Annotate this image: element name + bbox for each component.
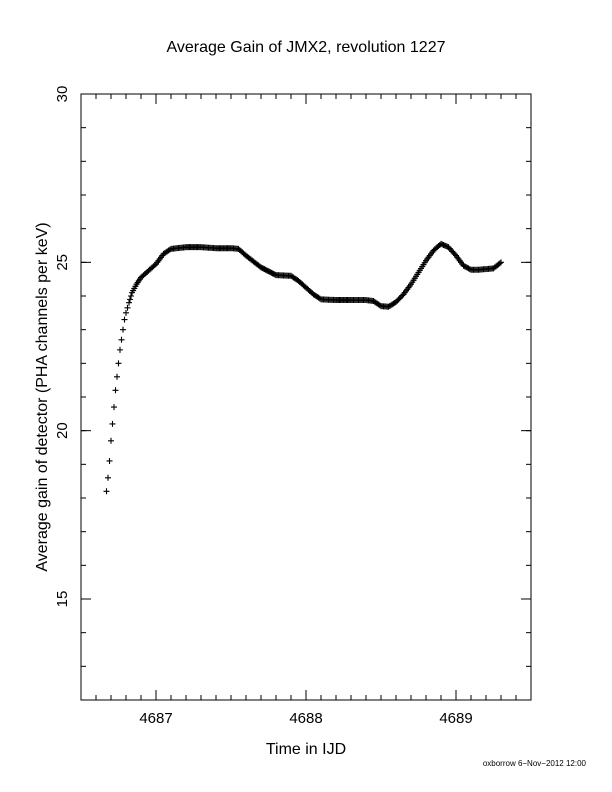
data-point <box>111 404 117 411</box>
x-tick-label-4687: 4687 <box>139 710 172 727</box>
data-point <box>115 360 122 367</box>
x-tick-label-4689: 4689 <box>439 710 472 727</box>
y-tick-label-15: 15 <box>54 591 71 608</box>
axis-ticks <box>81 94 531 700</box>
data-point <box>108 437 114 444</box>
x-tick-label-4688: 4688 <box>289 710 322 727</box>
y-tick-label-25: 25 <box>54 254 71 271</box>
y-tick-labels: 15 20 25 30 <box>54 86 71 608</box>
data-point <box>498 259 504 266</box>
data-point <box>126 299 132 306</box>
data-point <box>118 336 125 343</box>
data-point <box>120 326 126 333</box>
data-point <box>106 457 113 464</box>
data-point <box>128 293 134 299</box>
data-point <box>496 260 503 267</box>
chart-title: Average Gain of JMX2, revolution 1227 <box>167 39 446 56</box>
data-point <box>114 373 120 380</box>
data-point <box>123 309 129 316</box>
data-point <box>109 420 116 427</box>
plot-frame <box>80 93 532 701</box>
y-axis-label: Average gain of detector (PHA channels p… <box>34 222 51 571</box>
data-point <box>112 387 119 394</box>
data-point <box>124 304 131 311</box>
x-tick-labels: 4687 4688 4689 <box>139 710 472 727</box>
y-tick-label-30: 30 <box>54 86 71 103</box>
data-point <box>451 251 458 258</box>
x-axis-label: Time in IJD <box>266 741 346 758</box>
data-point <box>121 316 128 323</box>
footer-credit: oxborrow 6−Nov−2012 12:00 <box>483 759 587 768</box>
data-point <box>127 296 133 303</box>
data-point <box>105 474 111 481</box>
y-tick-label-20: 20 <box>54 422 71 439</box>
data-point <box>117 346 123 353</box>
data-point <box>103 488 110 495</box>
data-points <box>103 240 504 495</box>
